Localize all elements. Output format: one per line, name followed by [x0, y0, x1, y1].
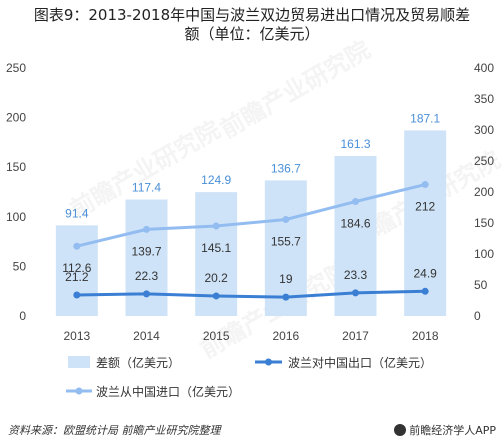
legend-marker-import — [75, 387, 83, 395]
legend-swatch-bar — [68, 356, 90, 368]
right-axis-tick-label: 350 — [474, 92, 494, 106]
bar — [404, 130, 447, 316]
import-data-label: 184.6 — [340, 217, 370, 231]
right-axis-tick-label: 0 — [474, 309, 481, 323]
export-data-label: 24.9 — [413, 266, 437, 280]
bar-data-label: 161.3 — [340, 137, 370, 151]
bar-data-label: 136.7 — [271, 161, 301, 175]
export-data-label: 22.3 — [135, 269, 159, 283]
chart-title-line1: 图表9：2013-2018年中国与波兰双边贸易进出口情况及贸易顺差 — [33, 6, 471, 24]
bar — [264, 180, 307, 316]
brand-logo-icon — [394, 424, 407, 436]
x-axis-tick-label: 2018 — [412, 329, 439, 343]
import-data-label: 145.1 — [201, 241, 231, 255]
legend-label: 波兰对中国出口（亿美元） — [288, 355, 432, 370]
export-data-label: 20.2 — [204, 271, 228, 285]
right-axis-tick-label: 300 — [474, 123, 494, 137]
left-axis-tick-label: 100 — [6, 210, 26, 224]
brand-text: 前瞻经济学人APP — [409, 424, 496, 437]
right-axis-tick-label: 150 — [474, 216, 494, 230]
legend-marker-export — [265, 358, 272, 366]
bar — [334, 155, 377, 316]
source-note: 资料来源：欧盟统计局 前瞻产业研究院整理 — [8, 424, 221, 437]
import-point — [282, 215, 290, 223]
left-axis-tick-label: 200 — [6, 111, 26, 125]
right-axis-tick-label: 200 — [474, 185, 494, 199]
bar — [55, 225, 98, 316]
export-data-label: 21.2 — [65, 270, 89, 284]
export-point — [212, 292, 220, 300]
import-point — [421, 181, 429, 189]
import-point — [212, 222, 220, 230]
bar-data-label: 117.4 — [132, 181, 161, 195]
legend-label: 差额（亿美元） — [96, 355, 180, 370]
import-point — [143, 225, 150, 233]
export-point — [352, 289, 359, 297]
import-data-label: 112.6 — [62, 261, 91, 275]
left-axis-tick-label: 150 — [6, 160, 26, 174]
brand-label: 前瞻经济学人APP — [394, 422, 496, 438]
chart-title: 图表9：2013-2018年中国与波兰双边贸易进出口情况及贸易顺差 额（单位：亿… — [0, 6, 504, 44]
chart-title-line2: 额（单位：亿美元） — [184, 25, 320, 43]
legend-label: 波兰从中国进口（亿美元） — [96, 384, 240, 399]
export-series-line — [76, 289, 426, 299]
bar-data-label: 91.4 — [65, 206, 89, 220]
export-data-label: 23.3 — [344, 268, 368, 282]
export-data-label: 19 — [279, 272, 293, 286]
export-point — [73, 291, 81, 299]
right-axis-tick-label: 400 — [474, 61, 494, 75]
import-series-line — [76, 183, 426, 248]
x-axis-tick-label: 2016 — [272, 329, 299, 343]
import-point — [352, 198, 359, 206]
bar-data-label: 124.9 — [201, 173, 231, 187]
right-axis-tick-label: 250 — [474, 154, 494, 168]
x-axis-tick-label: 2015 — [203, 329, 230, 343]
combo-chart: 0 50 100 150 200 250 0 50 100 150 200 250 300 350 400 2… — [6, 61, 494, 399]
left-axis-tick-label: 0 — [19, 309, 26, 323]
left-axis-tick-label: 250 — [6, 61, 26, 75]
import-data-label: 155.7 — [271, 234, 301, 248]
left-axis-tick-label: 50 — [13, 259, 27, 273]
export-point — [282, 293, 290, 301]
x-axis-tick-label: 2014 — [133, 329, 160, 343]
right-axis-tick-label: 50 — [474, 278, 488, 292]
x-axis-tick-label: 2017 — [342, 329, 369, 343]
footer: 资料来源：欧盟统计局 前瞻产业研究院整理 前瞻经济学人APP — [8, 420, 496, 440]
import-point — [73, 242, 81, 250]
import-data-label: 139.7 — [131, 244, 161, 258]
import-data-label: 212 — [415, 200, 435, 214]
x-axis-tick-label: 2013 — [63, 329, 90, 343]
export-point — [421, 287, 429, 295]
right-axis-tick-label: 100 — [474, 247, 494, 261]
bar-data-label: 187.1 — [410, 111, 440, 125]
export-point — [143, 290, 150, 298]
